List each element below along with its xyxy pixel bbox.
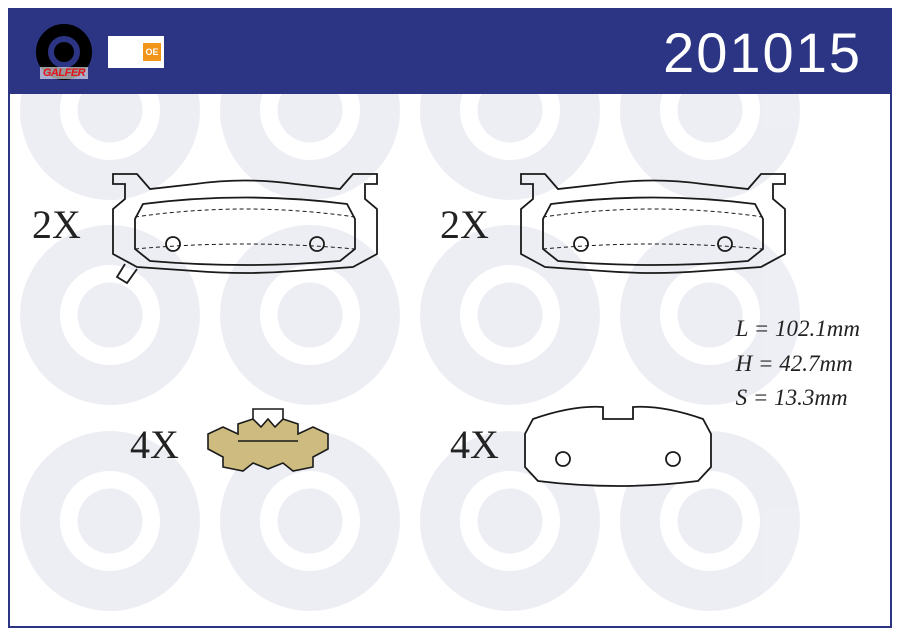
oe-badge: OE bbox=[108, 36, 164, 68]
oe-badge-text: OE bbox=[143, 43, 161, 61]
clip-qty: 4X bbox=[130, 421, 179, 468]
clip-cell: 4X bbox=[130, 399, 343, 489]
dim-L: L = 102.1mm bbox=[736, 312, 860, 347]
brand-logo: GALFER OE bbox=[28, 22, 164, 82]
shim-drawing bbox=[513, 389, 723, 499]
row-accessories: 4X 4X bbox=[10, 354, 890, 534]
diagram-area: 2X 2X bbox=[10, 94, 890, 626]
galfer-ring-icon: GALFER bbox=[28, 22, 100, 82]
shim-cell: 4X bbox=[450, 389, 723, 499]
pad-b-drawing bbox=[503, 149, 803, 299]
header-bar: GALFER OE 201015 bbox=[10, 10, 890, 94]
pad-b-qty: 2X bbox=[440, 201, 489, 248]
pad-a-qty: 2X bbox=[32, 201, 81, 248]
row-pads: 2X 2X bbox=[10, 134, 890, 314]
pad-a-cell: 2X bbox=[32, 149, 395, 299]
part-number: 201015 bbox=[663, 20, 862, 85]
pad-b-cell: 2X bbox=[440, 149, 803, 299]
brand-label: GALFER bbox=[40, 67, 88, 79]
clip-drawing bbox=[193, 399, 343, 489]
shim-qty: 4X bbox=[450, 421, 499, 468]
pad-a-drawing bbox=[95, 149, 395, 299]
